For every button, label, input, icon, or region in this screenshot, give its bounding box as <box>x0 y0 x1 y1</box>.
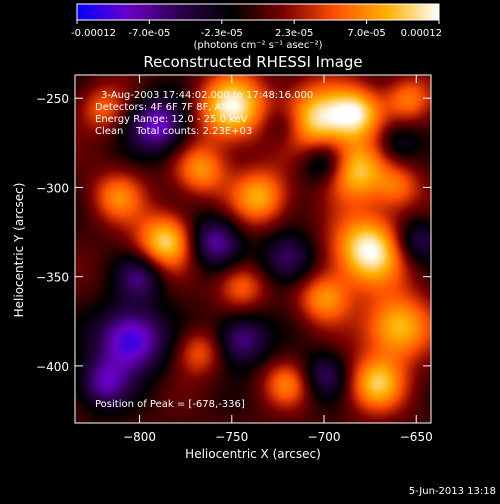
annotation-time: 3-Aug-2003 17:44:02.000 to 17:48:16.000 <box>101 90 313 101</box>
colorbar: -0.00012 -7.0e-05 -2.3e-05 2.3e-05 7.0e-05 0.… <box>71 3 442 51</box>
x-axis-label: Heliocentric X (arcsec) <box>185 447 321 461</box>
y-tick-label: −350 <box>36 271 69 285</box>
y-axis-ticks: −250 −300 −350 −400 <box>36 92 431 374</box>
heatmap-image <box>75 75 431 423</box>
y-axis-label: Heliocentric Y (arcsec) <box>12 183 26 318</box>
y-tick-label: −250 <box>36 92 69 106</box>
annotation-detectors: Detectors: 4F 6F 7F 8F, Att 0 <box>95 102 239 113</box>
colorbar-tick-label: 7.0e-05 <box>347 28 385 39</box>
x-axis-ticks: −800 −750 −700 −650 <box>123 75 433 444</box>
colorbar-ticks: -0.00012 -7.0e-05 -2.3e-05 2.3e-05 7.0e-05 0.… <box>71 20 442 39</box>
colorbar-tick-label: -2.3e-05 <box>201 28 243 39</box>
colorbar-tick-label: -7.0e-05 <box>128 28 170 39</box>
colorbar-tick-label: 0.00012 <box>401 28 442 39</box>
colorbar-unit-label: (photons cm⁻² s⁻¹ asec⁻²) <box>193 40 322 51</box>
x-tick-label: −700 <box>308 430 341 444</box>
chart-title: Reconstructed RHESSI Image <box>143 53 362 71</box>
y-tick-label: −400 <box>36 360 69 374</box>
annotation-peak: Position of Peak = [-678,-336] <box>95 399 245 410</box>
footer-date: 5-Jun-2013 13:18 <box>409 486 496 497</box>
x-tick-label: −800 <box>123 430 156 444</box>
colorbar-tick-label: 2.3e-05 <box>275 28 313 39</box>
annotations: 3-Aug-2003 17:44:02.000 to 17:48:16.000 … <box>95 90 313 410</box>
plot-area <box>75 75 431 423</box>
plot-frame <box>74 74 432 424</box>
colorbar-gradient <box>76 3 440 21</box>
x-tick-label: −750 <box>215 430 248 444</box>
annotation-energy: Energy Range: 12.0 - 25.0 keV <box>95 114 248 125</box>
x-tick-label: −650 <box>400 430 433 444</box>
colorbar-tick-label: -0.00012 <box>71 28 116 39</box>
annotation-clean: Clean Total counts: 2.23E+03 <box>95 126 252 137</box>
y-tick-label: −300 <box>36 181 69 195</box>
